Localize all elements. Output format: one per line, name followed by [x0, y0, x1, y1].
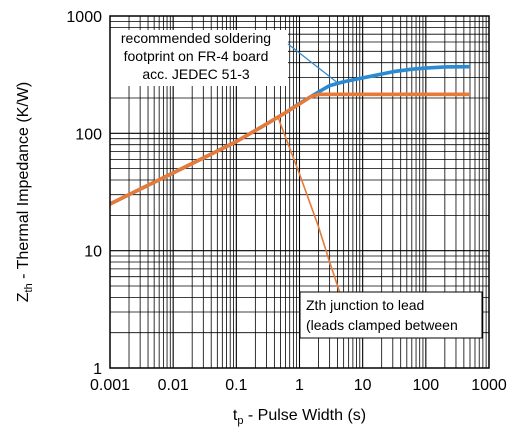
x-tick-label: 100	[412, 377, 439, 394]
series-line-2	[109, 92, 470, 206]
y-tick-label: 100	[75, 126, 102, 143]
x-tick-label: 0.001	[90, 377, 130, 394]
annotation-box-2	[299, 291, 483, 339]
y-axis-title-main: Z	[15, 292, 32, 302]
x-axis-title-main: t	[233, 407, 238, 424]
x-axis-title-sub: p	[237, 415, 243, 427]
x-tick-label: 1000	[471, 377, 507, 394]
y-axis-title: Zth - Thermal Impedance (K/W)	[15, 82, 35, 303]
series-lines	[109, 64, 471, 305]
annotation-2-line: (leads clamped between	[306, 317, 458, 333]
x-tick-label: 1	[295, 377, 304, 394]
x-tick-label: 10	[354, 377, 372, 394]
y-axis-title-rest: - Thermal Impedance (K/W)	[15, 82, 32, 284]
annotations: recommended soldering footprint on FR-4 b…	[110, 30, 483, 339]
annotation-1-line: footprint on FR-4 board	[124, 48, 269, 64]
annotation-2-line: Zth junction to lead	[306, 297, 424, 313]
y-axis-title-sub: th	[23, 283, 35, 292]
x-axis-title: tp - Pulse Width (s)	[233, 407, 366, 427]
tick-labels: 0.001 0.01 0.1 1 10 100 1000 1 10 100 1000	[66, 9, 506, 394]
annotation-1-line: acc. JEDEC 51-3	[142, 66, 250, 82]
y-tick-label: 1000	[66, 9, 102, 26]
annotation-box-1-bg	[110, 30, 288, 86]
series-line-3	[276, 115, 345, 305]
x-axis-title-rest: - Pulse Width (s)	[243, 407, 366, 424]
x-tick-label: 0.01	[158, 377, 189, 394]
plot-frame	[109, 15, 490, 369]
annotation-1-line: recommended soldering	[121, 30, 271, 46]
y-tick-label: 1	[93, 361, 102, 378]
annotation-1-pointer	[287, 43, 338, 84]
x-tick-label: 0.1	[225, 377, 247, 394]
y-tick-label: 10	[84, 244, 102, 261]
